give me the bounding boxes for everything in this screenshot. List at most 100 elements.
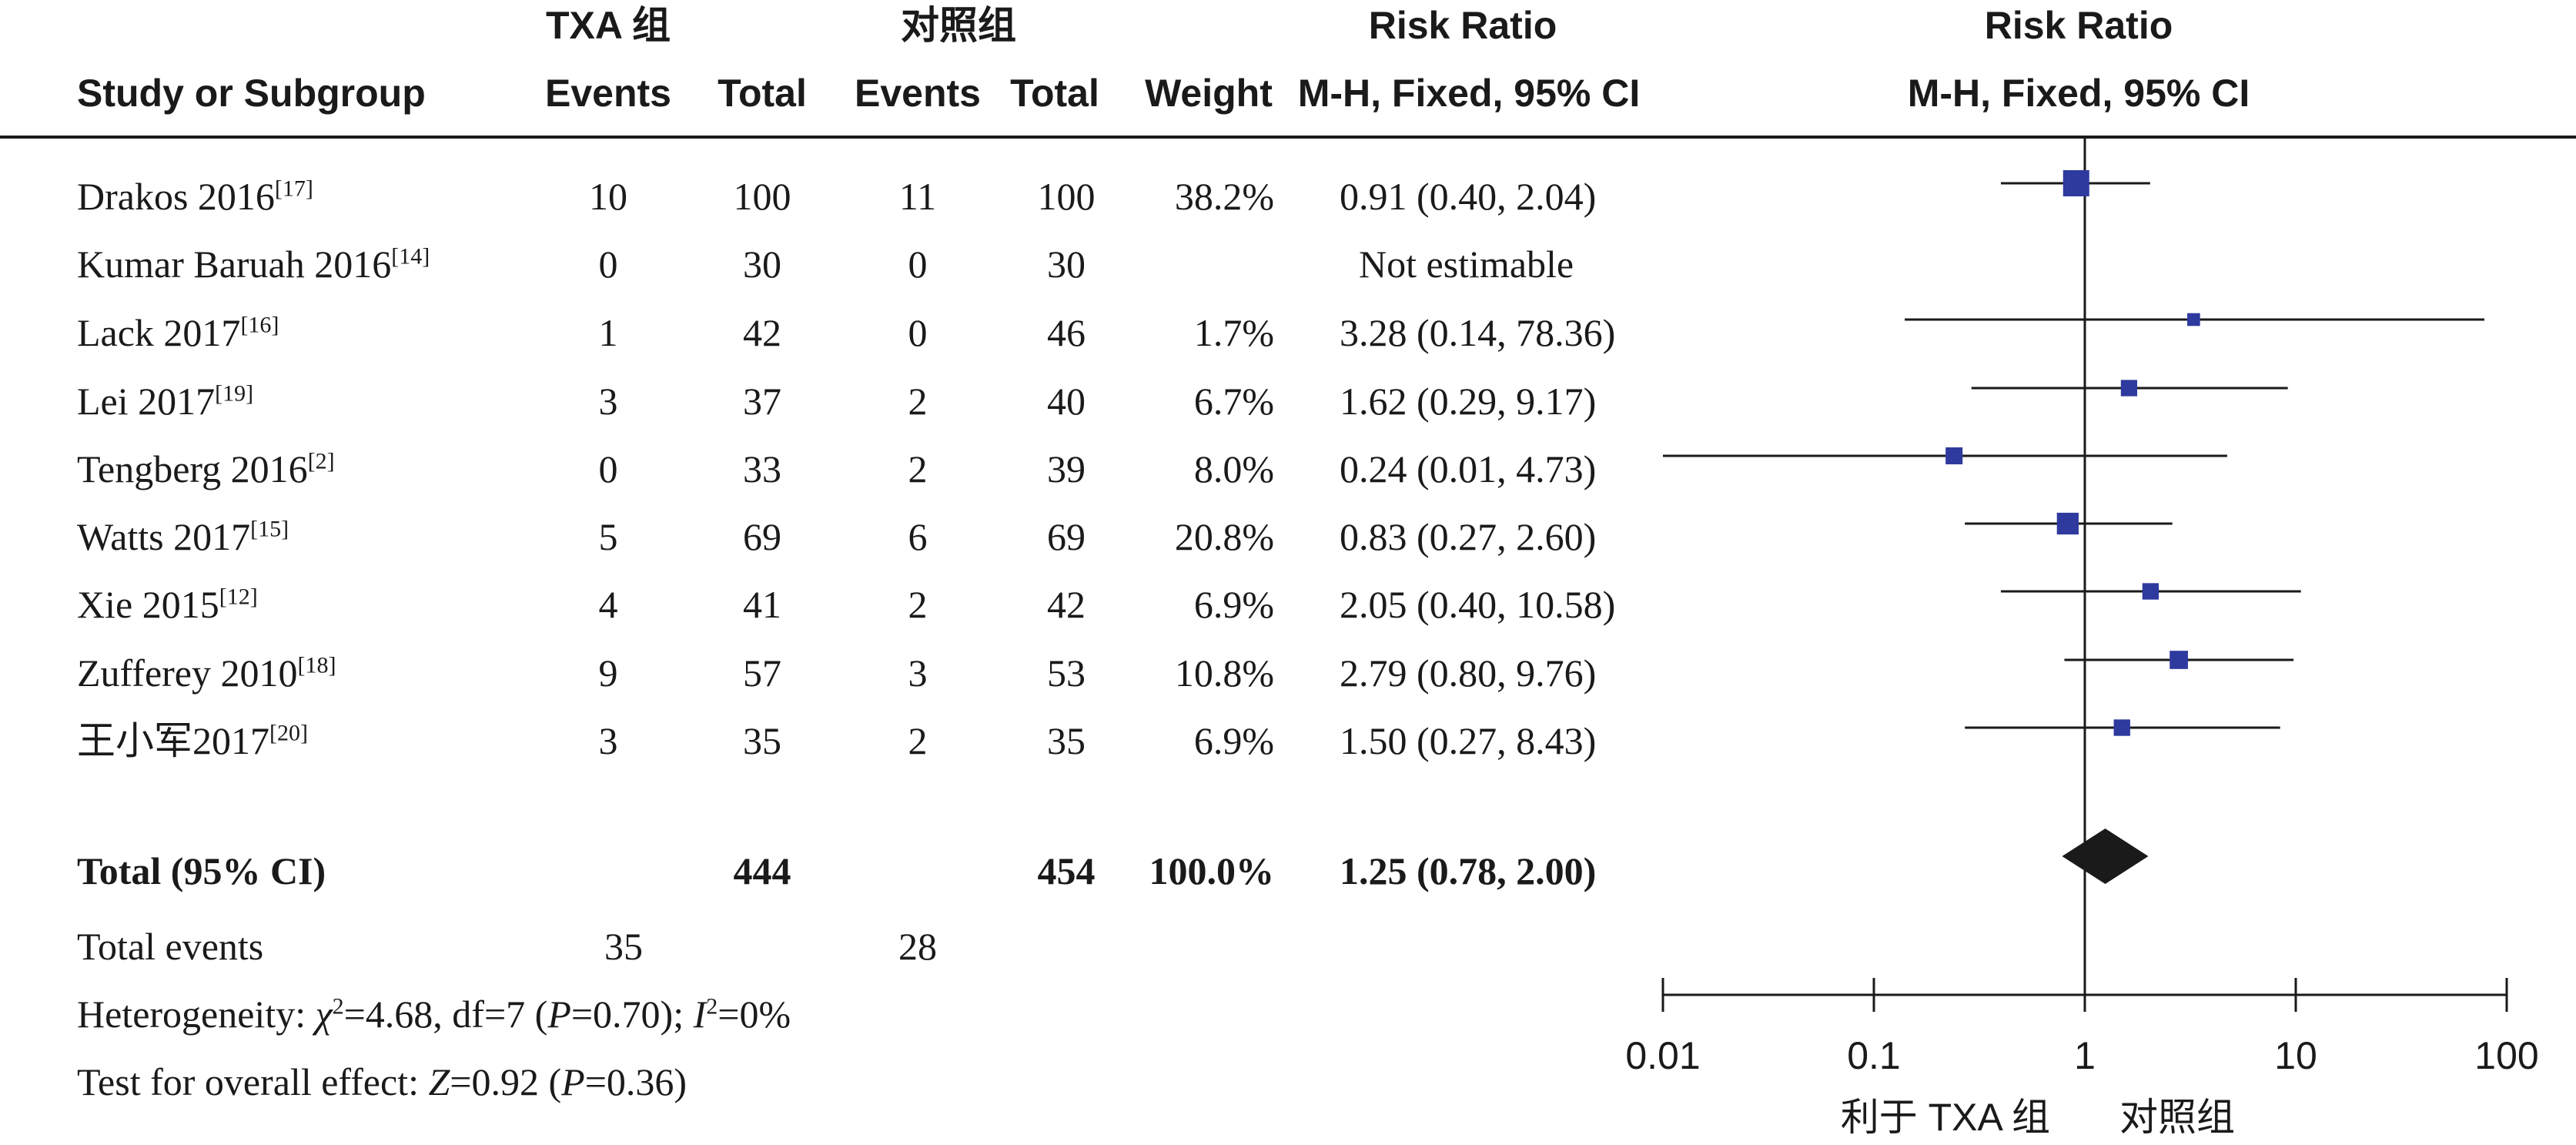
ci-text: 3.28 (0.14, 78.36) xyxy=(1340,311,1616,354)
study-point-square xyxy=(2170,651,2188,669)
events1-value: 3 xyxy=(598,719,618,762)
ci-text: Not estimable xyxy=(1359,243,1574,286)
x-axis-tick-label: 0.1 xyxy=(1847,1034,1901,1077)
events2-value: 2 xyxy=(908,719,928,762)
total-events1: 35 xyxy=(604,925,643,968)
events2-value: 2 xyxy=(908,380,928,423)
events1-value: 5 xyxy=(598,515,618,558)
events1-value: 9 xyxy=(598,651,618,695)
reference-marker: [19] xyxy=(215,380,254,407)
study-point-square xyxy=(2187,313,2200,326)
reference-marker: [2] xyxy=(307,448,335,474)
study-point-square xyxy=(1945,447,1963,465)
ci-text: 1.50 (0.27, 8.43) xyxy=(1340,719,1597,762)
total2-value: 69 xyxy=(1047,515,1086,558)
weight-value: 8.0% xyxy=(1193,447,1274,490)
events1-value: 4 xyxy=(598,583,618,626)
events2-value: 2 xyxy=(908,447,928,490)
events2-value: 2 xyxy=(908,583,928,626)
study-name: Lei 2017[19] xyxy=(77,380,254,423)
study-name: Tengberg 2016[2] xyxy=(77,447,335,490)
weight-value: 38.2% xyxy=(1174,175,1274,218)
total1-value: 37 xyxy=(743,380,781,423)
total2-value: 39 xyxy=(1047,447,1086,490)
total2-value: 42 xyxy=(1047,583,1086,626)
plot-column-title: Risk Ratio xyxy=(1984,4,2173,47)
study-point-square xyxy=(2120,380,2138,397)
study-name: Zufferey 2010[18] xyxy=(77,651,336,695)
total1-value: 69 xyxy=(743,515,781,558)
effect-column-title: Risk Ratio xyxy=(1368,4,1557,47)
reference-marker: [15] xyxy=(250,516,289,542)
total-weight: 100.0% xyxy=(1149,849,1275,892)
method-header: M-H, Fixed, 95% CI xyxy=(1297,72,1641,115)
total1-value: 41 xyxy=(743,583,781,626)
weight-value: 10.8% xyxy=(1174,651,1274,695)
header-rule xyxy=(0,136,2576,139)
x-axis-tick-label: 100 xyxy=(2474,1034,2538,1077)
study-name: Xie 2015[12] xyxy=(77,583,258,626)
reference-marker: [20] xyxy=(269,720,308,746)
study-point-square xyxy=(2056,512,2079,535)
events2-value: 11 xyxy=(898,175,937,218)
study-name: Drakos 2016[17] xyxy=(77,175,313,218)
events2-value: 0 xyxy=(908,311,928,354)
favours-right-label: 对照组 xyxy=(2119,1096,2235,1139)
events2-value: 6 xyxy=(908,515,928,558)
pooled-ci-text: 1.25 (0.78, 2.00) xyxy=(1340,849,1597,892)
study-name: Watts 2017[15] xyxy=(77,515,289,558)
pooled-effect-diamond xyxy=(2062,829,2149,884)
total1-value: 100 xyxy=(733,175,791,218)
study-column-header: Study or Subgroup xyxy=(77,72,426,115)
group2-header: 对照组 xyxy=(901,4,1016,47)
weight-value: 6.9% xyxy=(1193,583,1274,626)
ci-text: 0.83 (0.27, 2.60) xyxy=(1340,515,1597,558)
reference-marker: [17] xyxy=(274,176,313,202)
events1-header: Events xyxy=(545,72,671,115)
study-point-square xyxy=(2113,719,2130,736)
total-events-label: Total events xyxy=(77,925,264,968)
events1-value: 1 xyxy=(598,311,618,354)
total2-value: 53 xyxy=(1047,651,1086,695)
study-point-square xyxy=(2062,170,2089,196)
total2-sum: 454 xyxy=(1037,849,1096,892)
weight-value: 20.8% xyxy=(1174,515,1274,558)
ci-text: 2.05 (0.40, 10.58) xyxy=(1340,583,1616,626)
total1-value: 42 xyxy=(743,311,781,354)
ci-text: 0.24 (0.01, 4.73) xyxy=(1340,447,1597,490)
total2-value: 46 xyxy=(1047,311,1086,354)
events1-value: 3 xyxy=(598,380,618,423)
study-name: 王小军2017[20] xyxy=(77,719,308,762)
weight-value: 6.9% xyxy=(1193,719,1274,762)
favours-left-label: 利于 TXA 组 xyxy=(1841,1096,2050,1139)
total1-value: 30 xyxy=(743,243,781,286)
study-name: Lack 2017[16] xyxy=(77,311,279,354)
total1-header: Total xyxy=(718,72,807,115)
x-axis-tick-label: 0.01 xyxy=(1625,1034,1700,1077)
total2-value: 40 xyxy=(1047,380,1086,423)
total2-header: Total xyxy=(1010,72,1099,115)
total2-value: 35 xyxy=(1047,719,1086,762)
group1-header: TXA 组 xyxy=(545,4,671,47)
ci-text: 2.79 (0.80, 9.76) xyxy=(1340,651,1597,695)
events2-value: 3 xyxy=(908,651,928,695)
reference-marker: [18] xyxy=(297,652,336,678)
total2-value: 30 xyxy=(1047,243,1086,286)
events1-value: 10 xyxy=(589,175,627,218)
ci-text: 1.62 (0.29, 9.17) xyxy=(1340,380,1597,423)
events2-value: 0 xyxy=(908,243,928,286)
total1-value: 57 xyxy=(743,651,781,695)
total1-sum: 444 xyxy=(733,849,791,892)
total-events2: 28 xyxy=(898,925,937,968)
weight-value: 6.7% xyxy=(1193,380,1274,423)
total-label: Total (95% CI) xyxy=(77,849,326,892)
events1-value: 0 xyxy=(598,447,618,490)
plot-method-header: M-H, Fixed, 95% CI xyxy=(1907,72,2250,115)
study-point-square xyxy=(2142,583,2159,600)
reference-marker: [14] xyxy=(391,243,430,270)
weight-value: 1.7% xyxy=(1193,311,1274,354)
total1-value: 33 xyxy=(743,447,781,490)
ci-text: 0.91 (0.40, 2.04) xyxy=(1340,175,1597,218)
